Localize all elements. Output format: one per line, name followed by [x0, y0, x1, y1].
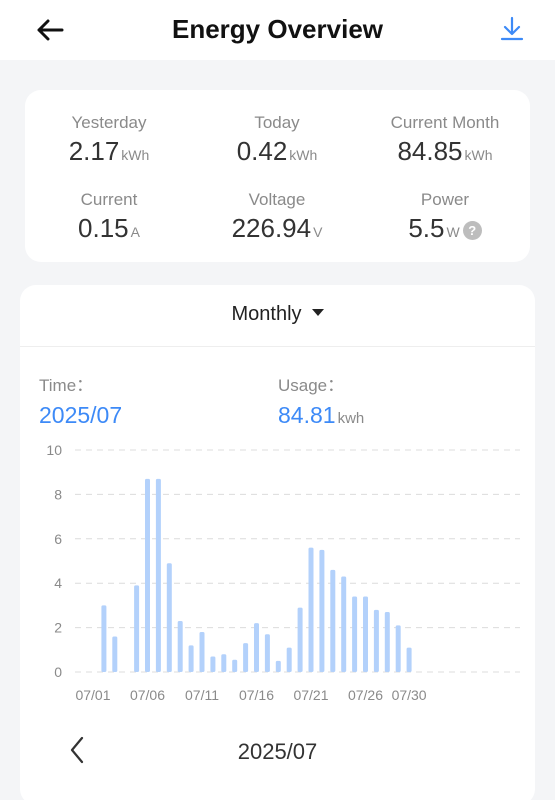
previous-period-button[interactable] [62, 733, 92, 767]
usage-value: 84.81 [278, 402, 336, 428]
nav-date: 2025/07 [237, 739, 318, 764]
stat-unit: W [446, 224, 460, 240]
bar [395, 625, 401, 672]
bar [243, 643, 249, 672]
bar [286, 647, 292, 672]
bar [134, 585, 140, 672]
page-title: Energy Overview [172, 14, 383, 44]
chart-card: Monthly Time： 2025/07 Usage： 84.81 kwh 0 2… [20, 285, 535, 800]
bar [221, 654, 227, 672]
bar [155, 478, 161, 672]
x-tick-label: 07/11 [185, 687, 219, 703]
time-label: Time： [39, 376, 94, 395]
x-tick-label: 07/01 [75, 687, 110, 703]
bar [112, 636, 118, 672]
y-tick-label: 4 [54, 575, 62, 591]
stat-yesterday: Yesterday 2.17 kWh [25, 113, 193, 167]
usage-unit: kwh [337, 410, 365, 427]
stats-card: Yesterday 2.17 kWh Today 0.42 kWh Current … [25, 90, 530, 262]
bar [384, 612, 390, 672]
bar [166, 563, 172, 672]
x-tick-label: 07/21 [293, 687, 328, 703]
back-button[interactable] [30, 12, 70, 48]
stat-label: Current Month [390, 113, 500, 132]
stat-value: 0.15 [78, 213, 129, 243]
y-tick-label: 10 [46, 442, 62, 458]
bar [308, 547, 314, 672]
x-tick-label: 07/26 [348, 687, 383, 703]
bar [297, 607, 303, 672]
bar [210, 656, 216, 672]
bar [145, 478, 150, 672]
stat-current-month: Current Month 84.85 kWh [361, 113, 529, 167]
arrow-left-icon [37, 19, 64, 41]
bar [254, 623, 259, 672]
bar [406, 647, 412, 672]
period-label: Monthly [231, 303, 302, 325]
daily-usage-chart: 0 2 4 6 8 10 07/01 07/06 07/11 07/16 07/21 07/26 07/… [46, 442, 520, 703]
usage-label: Usage： [278, 376, 345, 395]
stat-value: 226.94 [231, 213, 312, 243]
stat-current: Current 0.15 A [25, 190, 193, 244]
divider [20, 346, 535, 347]
bar [101, 605, 107, 672]
stat-unit: kWh [464, 147, 493, 163]
bar [264, 634, 270, 672]
chevron-left-icon [70, 736, 84, 764]
stat-label: Yesterday [71, 113, 147, 132]
stat-power: Power 5.5 W? [361, 190, 529, 244]
bar [232, 659, 238, 672]
app-header: Energy Overview [0, 0, 555, 60]
caret-down-icon [311, 309, 324, 316]
x-tick-label: 07/06 [130, 687, 165, 703]
y-tick-label: 2 [54, 620, 62, 636]
y-tick-label: 6 [54, 531, 62, 547]
bar [275, 660, 281, 672]
bar [319, 549, 325, 672]
stat-label: Today [254, 113, 300, 132]
y-tick-label: 8 [54, 486, 62, 502]
x-tick-label: 07/16 [239, 687, 274, 703]
stat-voltage: Voltage 226.94 V [193, 190, 361, 244]
bar [352, 596, 358, 672]
stat-unit: kWh [121, 147, 150, 163]
bar [177, 620, 183, 672]
y-tick-label: 0 [54, 664, 62, 680]
bar [373, 609, 379, 672]
download-button[interactable] [497, 14, 527, 44]
stat-unit: V [313, 224, 323, 240]
usage-value-group: 84.81 kwh [278, 402, 364, 429]
stat-unit: kWh [289, 147, 318, 163]
bar [199, 632, 205, 672]
stat-today: Today 0.42 kWh [193, 113, 361, 167]
stat-value: 84.85 [397, 136, 463, 166]
period-dropdown[interactable]: Monthly [20, 303, 535, 326]
stat-label: Current [80, 190, 138, 209]
stat-value: 5.5 [408, 213, 445, 243]
stat-label: Voltage [248, 190, 306, 209]
time-value: 2025/07 [39, 402, 123, 428]
bar [363, 596, 368, 672]
x-tick-label: 07/30 [392, 687, 427, 703]
bar [188, 645, 194, 672]
bar [330, 569, 336, 672]
stat-label: Power [420, 190, 470, 209]
bar [341, 576, 347, 672]
stat-value: 0.42 [236, 136, 288, 166]
question-circle-icon[interactable]: ? [462, 221, 482, 240]
download-icon [500, 16, 524, 41]
stat-value: 2.17 [68, 136, 120, 166]
stat-unit: A [130, 224, 140, 240]
